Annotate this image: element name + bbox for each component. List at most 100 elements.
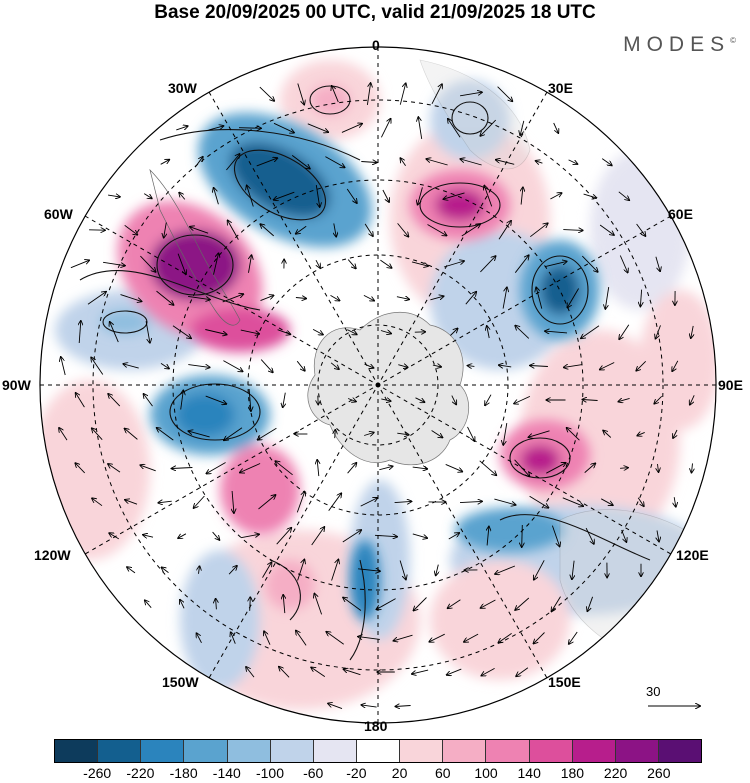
wind-vector	[144, 394, 153, 407]
wind-vector	[194, 495, 205, 508]
wind-vector	[674, 497, 676, 507]
wind-vector	[296, 631, 307, 646]
wind-vector	[412, 533, 427, 538]
wind-vector	[232, 490, 234, 513]
wind-vector	[380, 331, 391, 334]
wind-vector	[297, 560, 305, 581]
wind-vector	[364, 433, 374, 436]
wind-vector	[545, 331, 568, 333]
wind-vector	[335, 430, 336, 439]
wind-vector	[459, 501, 482, 502]
wind-vector	[450, 329, 457, 336]
wind-vector	[600, 362, 615, 370]
wind-vector	[360, 498, 378, 507]
wind-vector	[448, 119, 461, 138]
wind-vector	[395, 706, 411, 707]
wind-vector	[260, 224, 274, 237]
wind-vector	[291, 155, 310, 168]
wind-vector	[536, 161, 543, 163]
wind-vector	[562, 497, 583, 506]
wind-vector	[447, 668, 462, 675]
wind-vector	[563, 230, 582, 231]
colorbar-swatch	[270, 740, 314, 762]
colorbar-tick-label: -20	[346, 765, 367, 781]
latitude-circle	[317, 324, 439, 446]
wind-vector	[430, 296, 443, 301]
label-90e: 90E	[718, 377, 743, 393]
wind-vector	[283, 595, 285, 614]
anomaly-light-pink	[430, 560, 570, 680]
wind-vector	[552, 596, 561, 612]
brand-name: MODES	[623, 33, 731, 56]
wind-vector	[181, 391, 184, 410]
wind-vector	[179, 193, 186, 200]
wind-vector	[546, 463, 565, 474]
wind-vector	[415, 397, 425, 402]
colorbar-tick-label: -220	[126, 765, 155, 781]
wind-vector	[145, 321, 150, 343]
contour	[531, 255, 589, 325]
wind-vector	[514, 255, 528, 273]
wind-vector	[259, 86, 274, 101]
wind-vector	[637, 497, 644, 506]
wind-vector	[495, 565, 516, 574]
colorbar-swatch	[400, 740, 444, 762]
label-120w: 120W	[34, 547, 71, 563]
wind-vector	[256, 158, 278, 167]
label-150w: 150W	[162, 674, 199, 690]
label-180: 180	[364, 718, 388, 734]
wind-vector	[581, 325, 600, 339]
wind-vector	[212, 531, 220, 540]
wind-vector	[180, 600, 185, 609]
anomaly-blue-strong	[455, 508, 565, 552]
wind-vector	[418, 117, 423, 139]
wind-vector	[246, 667, 255, 678]
wind-vector	[344, 669, 361, 676]
wind-vector	[222, 294, 244, 303]
anomaly-light-pink	[40, 380, 150, 560]
wind-vector	[283, 392, 286, 408]
wind-vector	[487, 527, 489, 546]
anomaly-light-blue	[590, 150, 690, 310]
wind-vector	[238, 128, 261, 129]
wind-vector	[382, 189, 389, 202]
antarctica-land	[307, 312, 469, 466]
wind-vector	[550, 193, 561, 200]
wind-vector	[295, 298, 306, 299]
wind-vector	[412, 467, 428, 469]
wind-vector	[485, 394, 492, 406]
wind-vector	[636, 360, 647, 370]
wind-vector	[125, 500, 138, 505]
wind-vector	[600, 498, 613, 505]
wind-vector	[636, 223, 646, 236]
wind-vector	[426, 159, 448, 166]
wind-vector	[223, 360, 242, 372]
wind-vector	[332, 86, 339, 103]
brand-mark: ©	[730, 36, 736, 45]
reference-vector-label: 30	[646, 684, 661, 699]
wind-vector	[258, 495, 276, 510]
wind-vector	[108, 394, 121, 407]
wind-vector	[411, 261, 428, 266]
wind-vector	[247, 186, 254, 207]
wind-vector	[461, 224, 480, 237]
wind-vector	[160, 363, 169, 368]
wind-vector	[315, 185, 319, 207]
colorbar-tick-label: 220	[603, 765, 628, 781]
wind-vector	[296, 225, 307, 234]
wind-vector	[657, 530, 659, 542]
wind-vector	[162, 567, 169, 573]
wind-vector	[143, 535, 154, 537]
wind-vector	[231, 632, 236, 644]
wind-vector	[206, 462, 226, 474]
wind-vector	[334, 223, 336, 236]
wind-vector	[317, 460, 319, 477]
colorbar-swatch	[615, 740, 659, 762]
wind-vector	[328, 493, 342, 511]
wind-vector	[448, 533, 459, 540]
contour	[269, 559, 301, 621]
colorbar-swatch	[486, 740, 530, 762]
wind-vector	[208, 126, 224, 131]
colorbar-tick-label: 260	[647, 765, 671, 781]
anomaly-pink-core	[520, 445, 560, 475]
